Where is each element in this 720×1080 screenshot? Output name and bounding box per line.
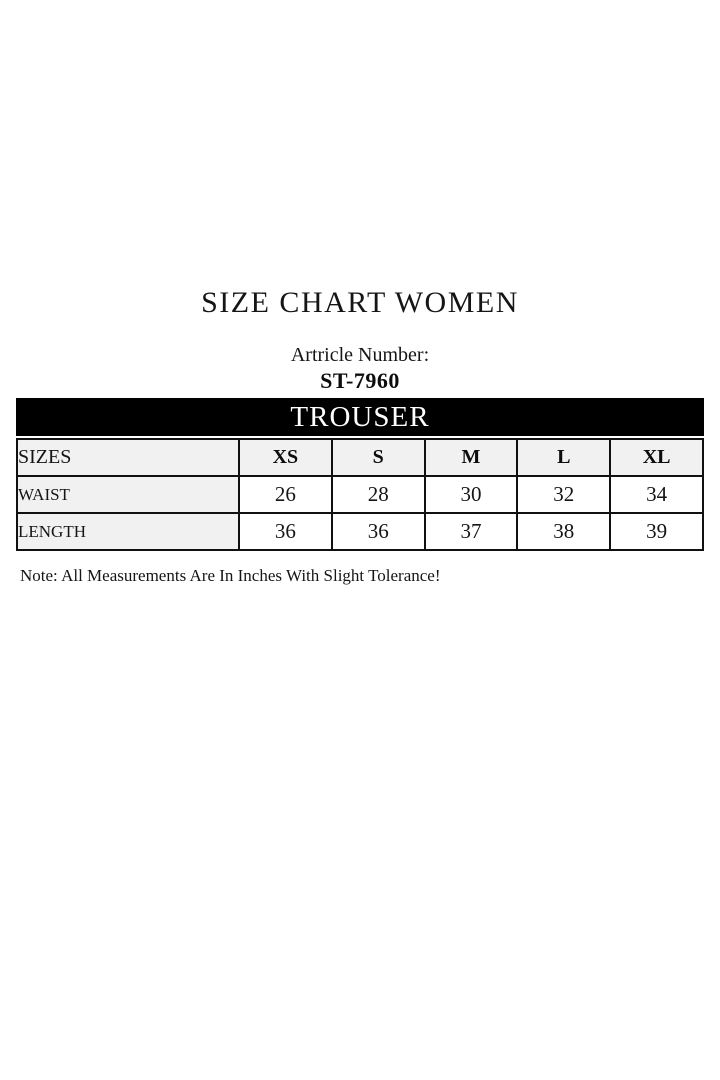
waist-value-m: 30 xyxy=(423,475,519,514)
waist-value-xs: 26 xyxy=(238,475,333,514)
row-label-length: LENGTH xyxy=(16,512,240,551)
row-label-waist: WAIST xyxy=(16,475,240,514)
size-column-m: M xyxy=(423,438,519,477)
length-value-m: 37 xyxy=(423,512,519,551)
article-number-label: Artricle Number: xyxy=(290,344,430,366)
table-row-length: LENGTH 36 36 37 38 39 xyxy=(16,512,704,551)
measurement-note: Note: All Measurements Are In Inches Wit… xyxy=(20,566,441,585)
length-value-l: 38 xyxy=(516,512,612,551)
length-value-s: 36 xyxy=(330,512,426,551)
waist-value-xl: 34 xyxy=(609,475,704,514)
size-column-xl: XL xyxy=(609,438,704,477)
size-column-l: L xyxy=(516,438,612,477)
length-value-xl: 39 xyxy=(609,512,704,551)
sizes-corner-cell: SIZES xyxy=(16,438,240,477)
size-column-xs: XS xyxy=(238,438,333,477)
table-title-bar: TROUSER xyxy=(16,398,704,436)
table-header-row: SIZES XS S M L XL xyxy=(16,438,704,477)
size-column-s: S xyxy=(330,438,426,477)
measurements-table: SIZES XS S M L XL WAIST 26 28 30 32 34 xyxy=(16,438,704,551)
page-title: SIZE CHART WOMEN xyxy=(201,286,519,319)
waist-value-s: 28 xyxy=(330,475,426,514)
length-value-xs: 36 xyxy=(238,512,333,551)
article-number-value: ST-7960 xyxy=(320,368,400,393)
waist-value-l: 32 xyxy=(516,475,612,514)
size-chart-table: TROUSER SIZES XS S M L XL WAIST 26 xyxy=(16,398,704,551)
table-row-waist: WAIST 26 28 30 32 34 xyxy=(16,475,704,514)
